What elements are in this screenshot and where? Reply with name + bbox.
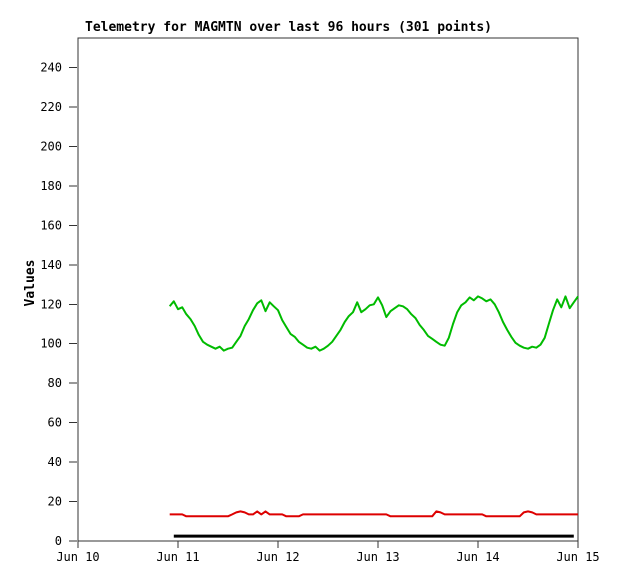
y-tick-label: 220 — [40, 100, 62, 114]
series-lower-telemetry-red — [169, 510, 578, 518]
y-tick-label: 20 — [48, 495, 62, 509]
x-tick-label: Jun 15 — [556, 550, 599, 564]
y-axis-label: Values — [23, 260, 38, 307]
y-axis-ticks: 0 20 40 60 80 100 120 140 160 180 200 220 240 — [40, 61, 77, 548]
y-tick-label: 100 — [40, 337, 62, 351]
plot-area-frame — [77, 37, 579, 542]
data-series — [168, 295, 579, 538]
y-tick-label: 80 — [48, 376, 62, 390]
chart-title: Telemetry for MAGMTN over last 96 hours … — [85, 20, 492, 35]
y-tick-label: 160 — [40, 218, 62, 232]
series-upper-telemetry-green — [168, 295, 579, 352]
x-tick-label: Jun 14 — [456, 550, 499, 564]
y-tick-label: 40 — [48, 455, 62, 469]
y-tick-label: 200 — [40, 139, 62, 153]
y-tick-label: 120 — [40, 297, 62, 311]
y-tick-label: 180 — [40, 179, 62, 193]
x-tick-label: Jun 13 — [356, 550, 399, 564]
y-tick-label: 0 — [55, 534, 62, 548]
x-tick-label: Jun 10 — [56, 550, 99, 564]
x-tick-label: Jun 11 — [156, 550, 199, 564]
x-axis-ticks: Jun 10 Jun 11 Jun 12 Jun 13 Jun 14 Jun 15 — [56, 541, 600, 564]
y-tick-label: 240 — [40, 61, 62, 75]
x-tick-label: Jun 12 — [256, 550, 299, 564]
y-tick-label: 140 — [40, 258, 62, 272]
y-tick-label: 60 — [48, 416, 62, 430]
